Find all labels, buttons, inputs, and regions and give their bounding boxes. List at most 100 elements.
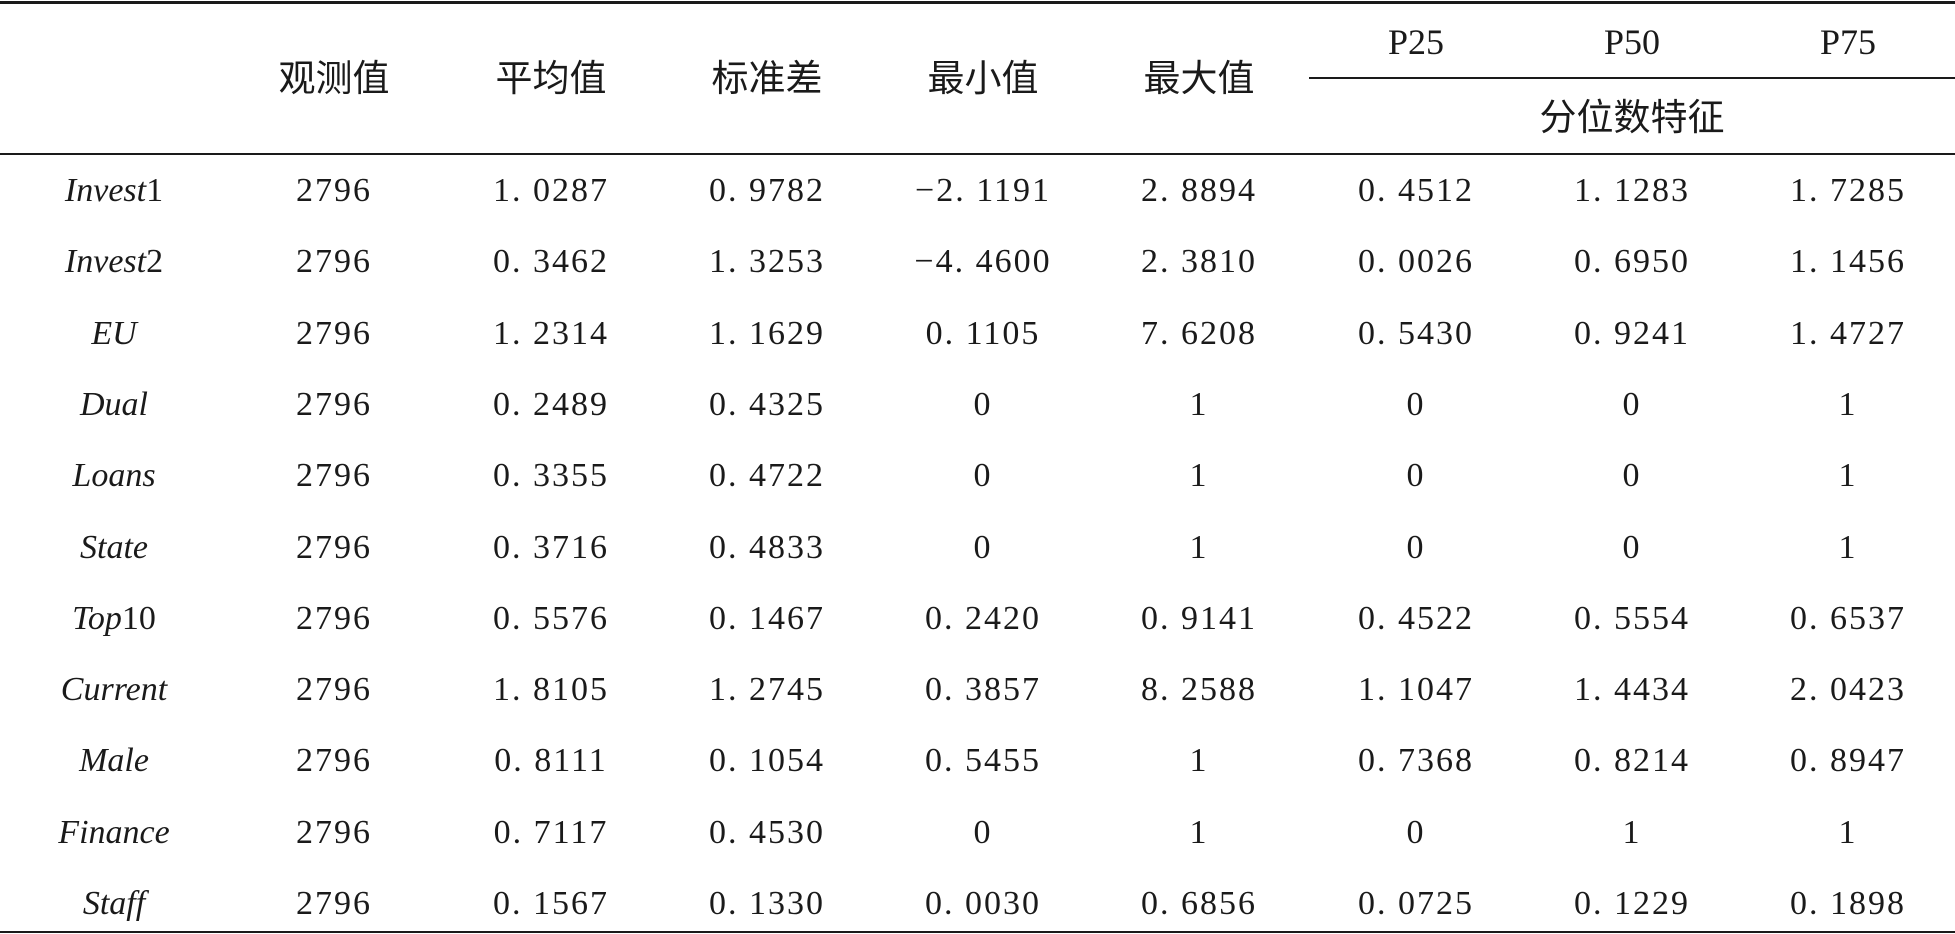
table-cell: 1. 2314: [493, 314, 609, 352]
table-cell: 2796: [296, 885, 372, 922]
variable-name: Invest: [64, 172, 147, 209]
variable-name: EU: [91, 314, 137, 352]
table-cell: 2796: [296, 599, 372, 637]
header-obs: 观测值: [278, 57, 390, 100]
header-std: 标准差: [711, 57, 823, 100]
table-cell: 2. 3810: [1141, 243, 1257, 281]
table-cell: 0. 1467: [709, 599, 825, 637]
table-cell: 0. 1229: [1574, 885, 1690, 922]
table-cell: 0. 4722: [709, 457, 825, 495]
table-cell: 0. 6856: [1141, 885, 1257, 922]
table-cell: 7. 6208: [1141, 314, 1257, 352]
table-cell: −2. 1191: [915, 172, 1051, 209]
header-p75: P75: [1819, 22, 1877, 62]
table-cell: 0. 1330: [709, 885, 825, 922]
table-cell: −4. 4600: [914, 243, 1052, 281]
table-cell: 1: [1838, 385, 1858, 423]
table-cell: 0: [973, 813, 993, 851]
table-cell: 0. 3355: [493, 457, 609, 495]
table-cell: 0. 4325: [709, 385, 825, 423]
table-cell: 8. 2588: [1141, 671, 1257, 709]
table-cell: 1: [1189, 528, 1209, 566]
table-cell: 1. 4434: [1574, 671, 1690, 709]
table-cell: 0: [973, 528, 993, 566]
row-variable: Invest2: [14, 245, 214, 279]
table-cell: 0. 1898: [1790, 885, 1906, 922]
table-cell: 2796: [296, 457, 372, 495]
table-top-rule: [0, 1, 1955, 4]
table-cell: 2796: [296, 314, 372, 352]
table-cell: 0. 6537: [1790, 599, 1906, 637]
variable-name: Loans: [72, 457, 156, 495]
table-cell: 0: [1622, 528, 1642, 566]
table-cell: 0. 8947: [1790, 742, 1906, 780]
variable-name: Current: [60, 671, 168, 709]
table-cell: 0. 2420: [925, 599, 1041, 637]
table-bottom-rule: [0, 931, 1955, 933]
row-variable: State: [14, 528, 214, 566]
table-cell: 1: [1838, 813, 1858, 851]
table-cell: 1. 7285: [1790, 172, 1906, 209]
table-cell: 0. 7368: [1358, 742, 1474, 780]
table-cell: 1. 4727: [1790, 314, 1906, 352]
table-cell: 0. 5554: [1574, 599, 1690, 637]
header-p25: P25: [1387, 22, 1445, 62]
row-variable: Top10: [14, 599, 214, 637]
percentile-group-rule: [1309, 77, 1955, 79]
table-cell: 1. 1283: [1574, 172, 1690, 209]
table-cell: 2796: [296, 243, 372, 281]
variable-name: Invest: [64, 243, 147, 281]
table-cell: 0: [973, 457, 993, 495]
table-header-rule: [0, 153, 1955, 155]
row-variable: Finance: [14, 813, 214, 851]
table-cell: 1. 3253: [709, 243, 825, 281]
table-cell: 1. 8105: [493, 671, 609, 709]
table-cell: 1: [1189, 813, 1209, 851]
row-variable: Loans: [14, 459, 214, 493]
table-cell: 0. 9141: [1141, 599, 1257, 637]
table-cell: 0: [1406, 457, 1426, 495]
variable-suffix: 10: [121, 599, 156, 637]
variable-name: State: [80, 528, 148, 566]
row-variable: EU: [14, 314, 214, 352]
variable-name: Staff: [82, 885, 146, 922]
table-cell: 1: [1838, 528, 1858, 566]
table-cell: 0: [1622, 385, 1642, 423]
table-cell: 2796: [296, 528, 372, 566]
table-cell: 2796: [296, 813, 372, 851]
header-mean: 平均值: [495, 57, 607, 100]
table-cell: 2796: [296, 671, 372, 709]
table-cell: 0. 3462: [493, 243, 609, 281]
table-cell: 1: [1838, 457, 1858, 495]
variable-name: Finance: [58, 813, 170, 851]
table-cell: 0. 5576: [493, 599, 609, 637]
variable-name: Top: [72, 599, 122, 637]
table-cell: 1. 0287: [493, 172, 609, 209]
table-cell: 0. 0026: [1358, 243, 1474, 281]
table-cell: 0. 4530: [709, 813, 825, 851]
table-cell: 0: [1406, 528, 1426, 566]
table-cell: 1. 2745: [709, 671, 825, 709]
table-cell: 2796: [296, 385, 372, 423]
table-cell: 2. 8894: [1141, 172, 1257, 209]
table-cell: 0. 0725: [1358, 885, 1474, 922]
table-cell: 0: [1406, 813, 1426, 851]
table-cell: 0. 4512: [1358, 172, 1474, 209]
variable-name: Dual: [80, 385, 148, 423]
row-variable: Invest1: [14, 174, 214, 208]
table-cell: 0. 9782: [709, 172, 825, 209]
table-cell: 1. 1047: [1358, 671, 1474, 709]
table-cell: 0. 5455: [925, 742, 1041, 780]
row-variable: Dual: [14, 385, 214, 423]
variable-suffix: 1: [146, 172, 164, 209]
table-cell: 0. 3857: [925, 671, 1041, 709]
table-cell: 1: [1622, 813, 1642, 851]
header-min: 最小值: [927, 57, 1039, 100]
row-variable: Current: [14, 673, 214, 707]
table-cell: 0. 8214: [1574, 742, 1690, 780]
table-cell: 0. 3716: [493, 528, 609, 566]
table-cell: 0: [1622, 457, 1642, 495]
table-cell: 0: [1406, 385, 1426, 423]
table-cell: 1: [1189, 385, 1209, 423]
header-percentile-group: 分位数特征: [1539, 96, 1725, 139]
